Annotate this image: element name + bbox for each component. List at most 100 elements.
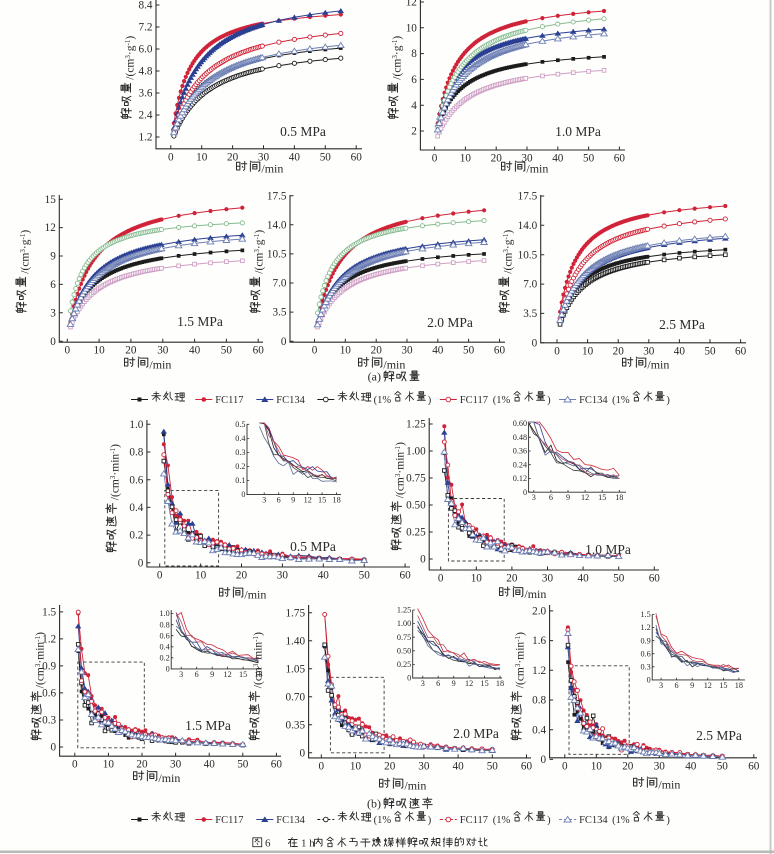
svg-text:3: 3 xyxy=(532,493,536,502)
svg-text:50: 50 xyxy=(487,760,499,772)
svg-text:10: 10 xyxy=(340,345,352,357)
svg-text:(b): (b) xyxy=(367,797,381,811)
svg-text:1.40: 1.40 xyxy=(286,635,306,647)
svg-text:0.9: 0.9 xyxy=(42,661,56,673)
svg-text:10: 10 xyxy=(94,345,106,357)
svg-text:12: 12 xyxy=(406,0,417,9)
svg-text:4: 4 xyxy=(411,100,417,112)
svg-text:30: 30 xyxy=(521,153,533,165)
svg-text:0.6: 0.6 xyxy=(640,649,650,658)
svg-text:15: 15 xyxy=(719,681,727,690)
svg-text:1.0: 1.0 xyxy=(159,609,169,618)
svg-text:20: 20 xyxy=(371,345,383,357)
svg-text:20: 20 xyxy=(613,345,625,357)
svg-text:17.5: 17.5 xyxy=(267,190,287,202)
svg-text:40: 40 xyxy=(204,759,216,771)
svg-text:10: 10 xyxy=(591,760,603,772)
svg-text:0: 0 xyxy=(51,742,57,754)
svg-text:/min: /min xyxy=(658,778,680,792)
svg-text:): ) xyxy=(547,815,551,826)
svg-text:7.2: 7.2 xyxy=(139,22,153,34)
svg-text:0.25: 0.25 xyxy=(406,527,426,539)
svg-text:3: 3 xyxy=(179,670,183,679)
svg-text:6: 6 xyxy=(675,681,679,690)
svg-text:10: 10 xyxy=(103,759,115,771)
svg-text:0.5: 0.5 xyxy=(235,420,245,429)
svg-text:/(cm3·g-1): /(cm3·g-1) xyxy=(124,36,137,80)
svg-text:30: 30 xyxy=(654,760,666,772)
svg-text:10: 10 xyxy=(460,153,472,165)
svg-text:3.5: 3.5 xyxy=(523,308,537,320)
svg-text:15: 15 xyxy=(239,670,247,679)
svg-text:3: 3 xyxy=(659,681,663,690)
svg-text:50: 50 xyxy=(583,153,595,165)
svg-text:FC117: FC117 xyxy=(215,815,243,826)
svg-text:2.0 MPa: 2.0 MPa xyxy=(453,726,499,741)
svg-text:1.25: 1.25 xyxy=(406,419,426,431)
svg-text:1.75: 1.75 xyxy=(286,607,306,619)
svg-text:0.6: 0.6 xyxy=(129,474,143,486)
svg-text:18: 18 xyxy=(615,493,623,502)
svg-text:2.5 MPa: 2.5 MPa xyxy=(659,317,705,332)
svg-text:40: 40 xyxy=(685,760,697,772)
svg-text:30: 30 xyxy=(277,570,289,582)
svg-text:/min: /min xyxy=(524,587,546,601)
svg-text:0.50: 0.50 xyxy=(406,500,426,512)
svg-text:0: 0 xyxy=(72,759,78,771)
svg-text:30: 30 xyxy=(643,345,655,357)
svg-text:/(cm3·g-1): /(cm3·g-1) xyxy=(253,230,266,274)
svg-text:2.4: 2.4 xyxy=(139,110,153,122)
svg-text:10: 10 xyxy=(471,573,483,585)
svg-text:0: 0 xyxy=(532,337,538,349)
svg-text:0.6: 0.6 xyxy=(159,631,169,640)
svg-text:1.5 MPa: 1.5 MPa xyxy=(185,718,231,733)
svg-text:1.05: 1.05 xyxy=(286,663,306,675)
svg-text:(1%: (1% xyxy=(612,815,630,826)
svg-text:15: 15 xyxy=(318,496,326,505)
svg-text:0.3: 0.3 xyxy=(42,715,56,727)
svg-text:12: 12 xyxy=(224,670,232,679)
svg-text:0.2: 0.2 xyxy=(129,530,143,542)
svg-text:1.0 MPa: 1.0 MPa xyxy=(585,542,631,557)
svg-text:1.2: 1.2 xyxy=(42,634,56,646)
svg-text:0.50: 0.50 xyxy=(397,646,411,655)
svg-text:0: 0 xyxy=(241,490,245,499)
svg-text:30: 30 xyxy=(157,345,169,357)
svg-text:0.3: 0.3 xyxy=(235,448,245,457)
svg-text:50: 50 xyxy=(359,570,371,582)
svg-text:60: 60 xyxy=(253,345,265,357)
svg-text:4.8: 4.8 xyxy=(139,66,153,78)
svg-text:7.0: 7.0 xyxy=(523,279,537,291)
svg-text:12: 12 xyxy=(465,679,473,688)
svg-text:12: 12 xyxy=(704,681,712,690)
svg-text:/(cm3·min-1): /(cm3·min-1) xyxy=(252,632,265,688)
svg-text:1.5: 1.5 xyxy=(640,610,650,619)
svg-text:2.5 MPa: 2.5 MPa xyxy=(696,728,742,743)
svg-text:40: 40 xyxy=(189,345,201,357)
svg-text:0.8: 0.8 xyxy=(532,695,546,707)
svg-text:0: 0 xyxy=(168,151,174,163)
svg-text:0.70: 0.70 xyxy=(286,691,306,703)
svg-text:0: 0 xyxy=(523,488,527,497)
svg-text:0.75: 0.75 xyxy=(406,473,426,485)
svg-text:/(cm3·min-1): /(cm3·min-1) xyxy=(34,632,47,688)
svg-text:0: 0 xyxy=(138,557,144,569)
svg-text:50: 50 xyxy=(613,573,625,585)
svg-text:10: 10 xyxy=(582,345,594,357)
svg-text:1.2: 1.2 xyxy=(532,665,546,677)
svg-text:0: 0 xyxy=(407,674,411,683)
svg-text:FC117: FC117 xyxy=(215,395,243,406)
svg-text:7.0: 7.0 xyxy=(273,278,287,290)
svg-text:0: 0 xyxy=(562,760,568,772)
svg-text:/(cm3·min-1): /(cm3·min-1) xyxy=(394,442,407,498)
svg-text:60: 60 xyxy=(400,570,412,582)
svg-text:9: 9 xyxy=(210,670,214,679)
svg-text:0: 0 xyxy=(541,754,547,766)
svg-text:/min: /min xyxy=(383,358,405,372)
svg-text:0.2: 0.2 xyxy=(159,654,169,663)
svg-text:0.3: 0.3 xyxy=(640,662,650,671)
svg-text:20: 20 xyxy=(491,153,503,165)
svg-text:10: 10 xyxy=(350,760,362,772)
svg-text:14.0: 14.0 xyxy=(518,220,538,232)
svg-text:20: 20 xyxy=(622,760,634,772)
